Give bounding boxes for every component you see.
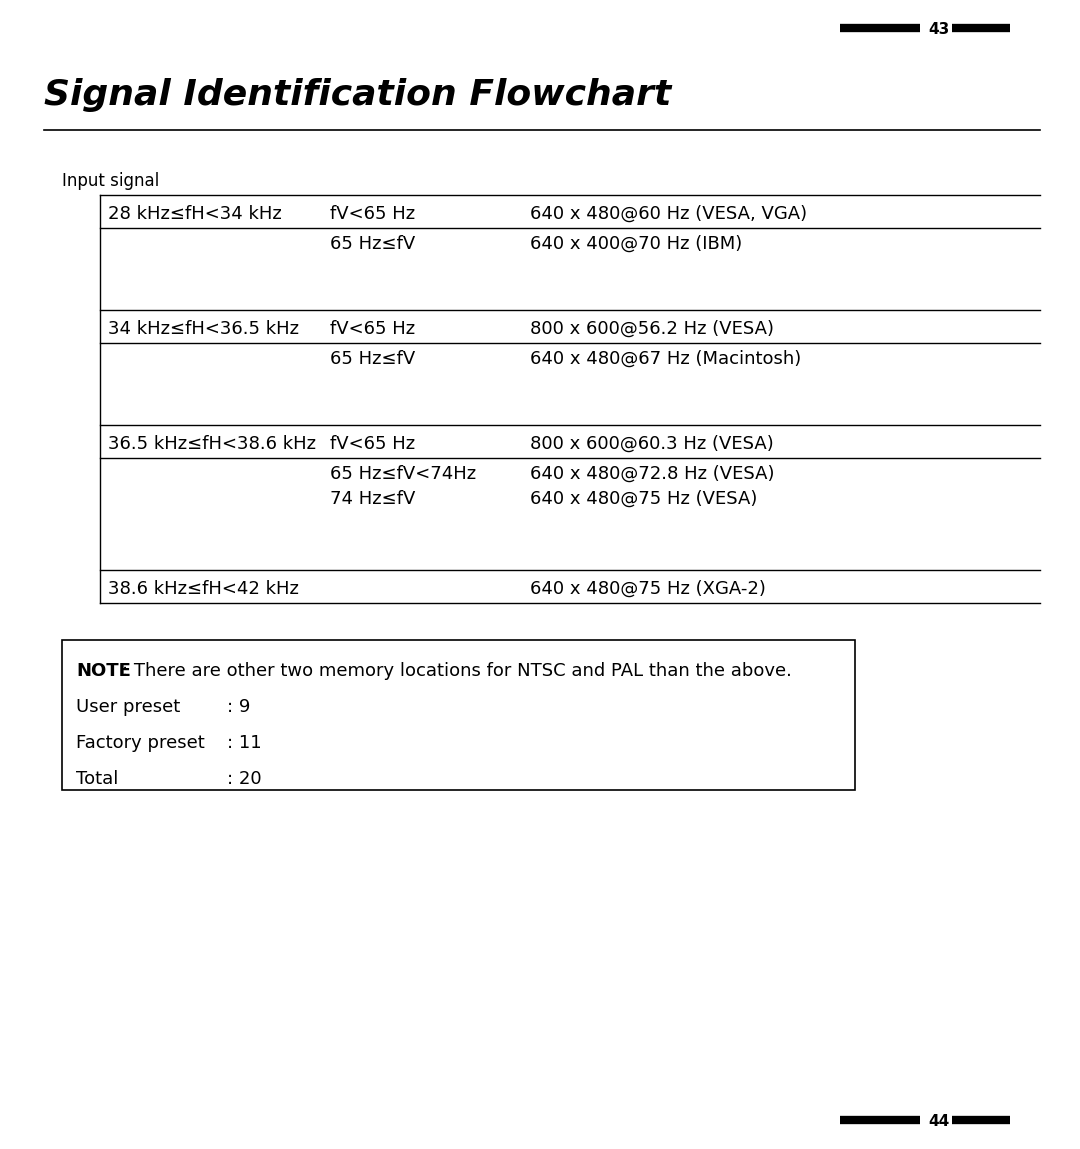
Text: Signal Identification Flowchart: Signal Identification Flowchart bbox=[44, 78, 672, 111]
Text: 640 x 480@75 Hz (XGA-2): 640 x 480@75 Hz (XGA-2) bbox=[530, 580, 766, 597]
Text: User preset: User preset bbox=[76, 697, 180, 716]
FancyBboxPatch shape bbox=[62, 640, 855, 791]
Text: 43: 43 bbox=[928, 22, 949, 37]
Text: 74 Hz≤fV: 74 Hz≤fV bbox=[330, 489, 416, 508]
Text: 38.6 kHz≤fH<42 kHz: 38.6 kHz≤fH<42 kHz bbox=[108, 580, 299, 597]
Text: 640 x 480@75 Hz (VESA): 640 x 480@75 Hz (VESA) bbox=[530, 489, 757, 508]
Text: : 9: : 9 bbox=[227, 697, 251, 716]
Text: Input signal: Input signal bbox=[62, 172, 159, 190]
Text: : 20: : 20 bbox=[227, 770, 261, 788]
Text: 65 Hz≤fV<74Hz: 65 Hz≤fV<74Hz bbox=[330, 465, 476, 483]
Text: fV<65 Hz: fV<65 Hz bbox=[330, 205, 415, 223]
Text: 65 Hz≤fV: 65 Hz≤fV bbox=[330, 350, 415, 368]
Text: Factory preset: Factory preset bbox=[76, 734, 205, 751]
Text: 640 x 480@72.8 Hz (VESA): 640 x 480@72.8 Hz (VESA) bbox=[530, 465, 774, 483]
Text: : There are other two memory locations for NTSC and PAL than the above.: : There are other two memory locations f… bbox=[122, 662, 792, 680]
Text: 800 x 600@60.3 Hz (VESA): 800 x 600@60.3 Hz (VESA) bbox=[530, 435, 773, 453]
Text: 640 x 400@70 Hz (IBM): 640 x 400@70 Hz (IBM) bbox=[530, 236, 742, 253]
Text: Total: Total bbox=[76, 770, 119, 788]
Text: 65 Hz≤fV: 65 Hz≤fV bbox=[330, 236, 415, 253]
Text: 44: 44 bbox=[928, 1113, 949, 1128]
Text: 36.5 kHz≤fH<38.6 kHz: 36.5 kHz≤fH<38.6 kHz bbox=[108, 435, 316, 453]
Text: NOTE: NOTE bbox=[76, 662, 131, 680]
Text: 800 x 600@56.2 Hz (VESA): 800 x 600@56.2 Hz (VESA) bbox=[530, 321, 774, 338]
Text: fV<65 Hz: fV<65 Hz bbox=[330, 321, 415, 338]
Text: 28 kHz≤fH<34 kHz: 28 kHz≤fH<34 kHz bbox=[108, 205, 282, 223]
Text: 34 kHz≤fH<36.5 kHz: 34 kHz≤fH<36.5 kHz bbox=[108, 321, 299, 338]
Text: 640 x 480@60 Hz (VESA, VGA): 640 x 480@60 Hz (VESA, VGA) bbox=[530, 205, 807, 223]
Text: : 11: : 11 bbox=[227, 734, 261, 751]
Text: 640 x 480@67 Hz (Macintosh): 640 x 480@67 Hz (Macintosh) bbox=[530, 350, 801, 368]
Text: fV<65 Hz: fV<65 Hz bbox=[330, 435, 415, 453]
